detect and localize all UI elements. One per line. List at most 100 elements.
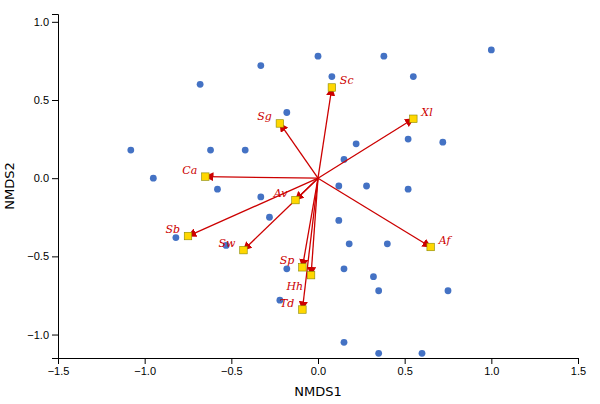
tick: 1.0 xyxy=(34,16,58,28)
site-point xyxy=(445,287,452,294)
chart: −1.5 −1.0 −0.5 0.0 0.5 1.0 1.5 −1.0 −0.5 0.0 0.5 1.… xyxy=(0,0,600,404)
site-point xyxy=(375,350,382,357)
site-point xyxy=(346,240,353,247)
site-point xyxy=(207,147,214,154)
species-vector xyxy=(318,87,332,178)
tick-mark xyxy=(52,100,58,101)
site-point xyxy=(242,147,249,154)
tick-mark xyxy=(145,358,146,364)
tick-mark xyxy=(491,358,492,364)
tick-label: −1.0 xyxy=(27,329,49,341)
species-label: Sc xyxy=(340,74,354,87)
labels: Sc Sg Ca Av Sb Sw Sp Hh Td Af Xl xyxy=(165,74,452,309)
site-point xyxy=(375,287,382,294)
species-vector xyxy=(280,123,318,178)
tick: 0.5 xyxy=(34,94,58,106)
tick: 0.5 xyxy=(398,358,413,377)
tick-label: −1.0 xyxy=(134,365,156,377)
site-point xyxy=(335,217,342,224)
tick-label: 0.5 xyxy=(34,94,49,106)
site-point xyxy=(197,81,204,88)
species-label: Sg xyxy=(257,110,272,123)
x-axis-title: NMDS1 xyxy=(294,384,341,399)
species-label: Sw xyxy=(219,237,237,250)
species-label: Xl xyxy=(420,106,433,119)
species-point xyxy=(427,243,435,251)
site-point xyxy=(405,186,412,193)
y-axis: −1.0 −0.5 0.0 0.5 1.0 xyxy=(27,15,58,359)
species-vector xyxy=(302,178,318,309)
site-point xyxy=(335,183,342,190)
tick-mark xyxy=(52,178,58,179)
site-point xyxy=(266,214,273,221)
site-point xyxy=(150,175,157,182)
tick-mark xyxy=(318,358,319,364)
species-vector xyxy=(302,178,318,267)
tick-label: 1.0 xyxy=(34,16,49,28)
site-point xyxy=(370,273,377,280)
species-label: Ca xyxy=(182,164,197,177)
tick-label: −1.5 xyxy=(48,365,70,377)
tick: −1.0 xyxy=(27,329,58,341)
tick-mark xyxy=(52,22,58,23)
tick: 1.0 xyxy=(484,358,499,377)
site-point xyxy=(363,183,370,190)
marks xyxy=(127,47,494,357)
site-point xyxy=(380,53,387,60)
species-label: Sb xyxy=(165,223,180,236)
site-point xyxy=(214,186,221,193)
site-point xyxy=(328,73,335,80)
tick: 0.0 xyxy=(311,358,326,377)
site-point xyxy=(257,194,264,201)
tick-label: 0.0 xyxy=(34,172,49,184)
tick: 0.0 xyxy=(34,172,58,184)
plot: −1.5 −1.0 −0.5 0.0 0.5 1.0 1.5 −1.0 −0.5 0.0 0.5 1.… xyxy=(2,15,586,400)
tick: 1.5 xyxy=(571,358,586,377)
tick-label: 1.5 xyxy=(571,365,586,377)
species-vector xyxy=(188,178,318,236)
site-point xyxy=(283,109,290,116)
species-point xyxy=(240,246,248,254)
species-vector xyxy=(318,119,413,178)
species-point xyxy=(276,120,284,128)
tick-mark xyxy=(52,335,58,336)
tick-label: −0.5 xyxy=(27,250,49,262)
species-point xyxy=(202,173,210,181)
species-vector xyxy=(205,177,318,179)
site-point xyxy=(410,73,417,80)
site-point xyxy=(405,136,412,143)
site-point xyxy=(488,47,495,54)
axis-line xyxy=(52,15,59,359)
site-point xyxy=(419,350,426,357)
site-point xyxy=(439,139,446,146)
site-point xyxy=(341,339,348,346)
tick-mark xyxy=(52,256,58,257)
species-label: Av xyxy=(273,187,288,200)
tick-label: −0.5 xyxy=(221,365,243,377)
site-point xyxy=(127,147,134,154)
species-point xyxy=(184,232,192,240)
site-point xyxy=(257,62,264,69)
tick: −1.0 xyxy=(134,358,156,377)
tick: −0.5 xyxy=(27,250,58,262)
species-point xyxy=(410,115,418,123)
axis-line xyxy=(59,359,579,365)
site-point xyxy=(315,53,322,60)
tick-label: 0.0 xyxy=(311,365,326,377)
y-axis-title: NMDS2 xyxy=(2,162,17,209)
species-label: Hh xyxy=(285,280,303,293)
tick-label: 0.5 xyxy=(398,365,413,377)
x-axis: −1.5 −1.0 −0.5 0.0 0.5 1.0 1.5 xyxy=(48,358,587,377)
tick-label: 1.0 xyxy=(484,365,499,377)
tick: −1.5 xyxy=(48,358,70,377)
tick-mark xyxy=(578,358,579,364)
species-point xyxy=(299,306,307,314)
species-point xyxy=(299,264,307,272)
site-point xyxy=(341,265,348,272)
species-label: Td xyxy=(280,297,294,310)
species-label: Sp xyxy=(280,254,295,267)
species-vector xyxy=(318,178,431,247)
tick: −0.5 xyxy=(221,358,243,377)
site-point xyxy=(384,240,391,247)
species-label: Af xyxy=(438,234,453,247)
